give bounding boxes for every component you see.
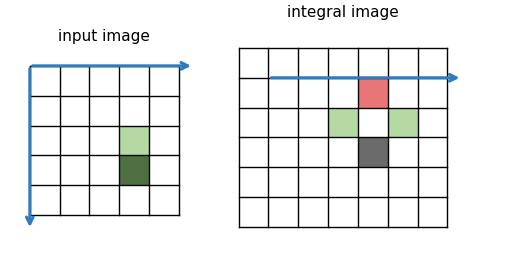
Bar bbox=[120, 155, 149, 185]
Bar bbox=[328, 108, 358, 137]
Text: integral image: integral image bbox=[287, 5, 399, 20]
Bar bbox=[388, 108, 418, 137]
Bar bbox=[358, 78, 388, 108]
Bar bbox=[358, 137, 388, 167]
Text: input image: input image bbox=[58, 28, 150, 43]
Bar bbox=[120, 125, 149, 155]
